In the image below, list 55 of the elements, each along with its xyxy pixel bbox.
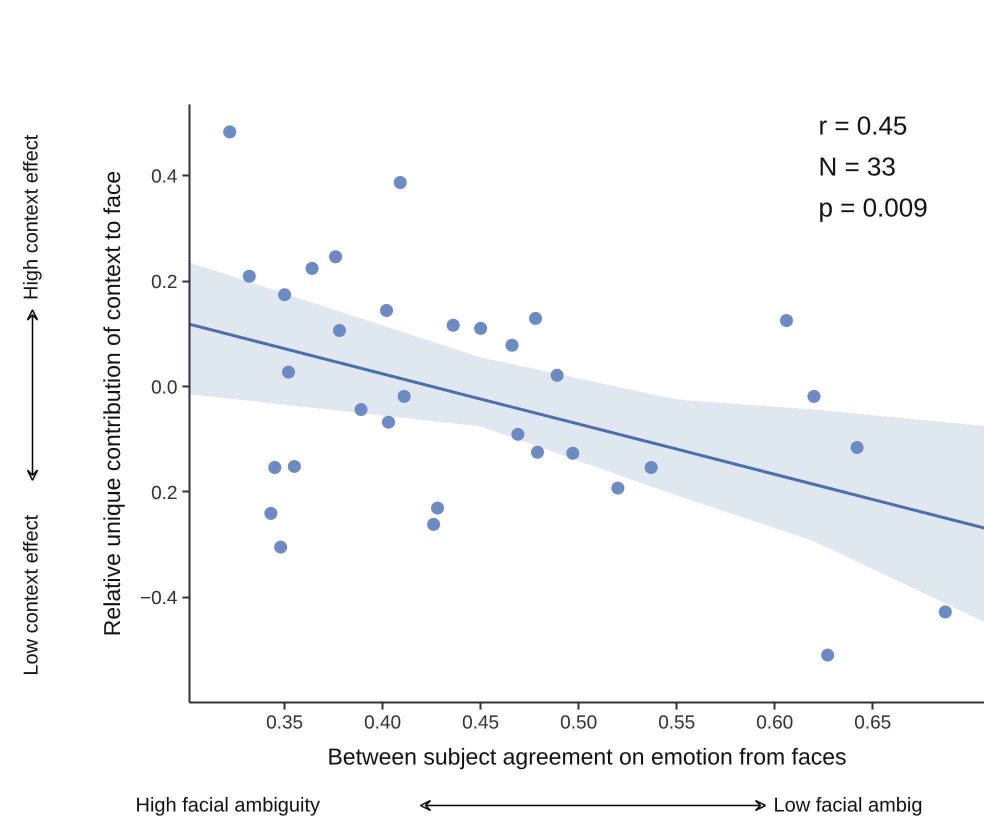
x-tick-label: 0.40 (364, 712, 402, 734)
x-tick-label: 0.45 (462, 712, 500, 734)
point (282, 366, 296, 379)
y-tick-label: 0.0 (151, 377, 178, 398)
point (566, 446, 580, 460)
point (506, 338, 519, 352)
point (306, 262, 319, 275)
text: Low facial ambig (774, 794, 922, 816)
point (288, 460, 301, 473)
point (780, 314, 793, 328)
point (530, 446, 544, 459)
point (264, 506, 278, 520)
point (938, 605, 952, 618)
point (611, 482, 624, 495)
text: High facial ambiguity (136, 794, 320, 816)
point (242, 270, 256, 283)
y-tick-label: −0.4 (140, 588, 178, 610)
point (550, 368, 564, 382)
x-tick-label: 0.65 (854, 712, 892, 734)
point (644, 461, 658, 474)
x-tick-label: 0.50 (560, 712, 598, 734)
point (431, 502, 444, 515)
text: High context effect (20, 134, 42, 300)
point (268, 461, 282, 474)
y-tick-label: 0.4 (151, 166, 178, 188)
point (474, 322, 488, 335)
y-tick-label: 0.2 (151, 482, 178, 504)
point (354, 403, 368, 416)
y-axis-title: Relative unique contribution of context to face (98, 170, 125, 636)
x-tick-label: 0.55 (658, 712, 696, 734)
point (380, 304, 394, 317)
point (427, 518, 440, 531)
point (821, 648, 834, 662)
annotation: r = 0.45 (818, 110, 908, 140)
annotation: N = 33 (818, 152, 896, 182)
point (223, 125, 236, 138)
point (511, 428, 524, 441)
point (446, 318, 460, 332)
point (529, 312, 542, 325)
point (807, 390, 820, 403)
x-tick-label: 0.35 (266, 712, 304, 734)
text: Low context effect (20, 514, 42, 676)
x-axis-title: Between subject agreement on emotion from faces (327, 744, 847, 770)
y-tick-label: 0.2 (151, 272, 178, 293)
line-series (190, 322, 984, 530)
point (850, 441, 864, 454)
annotation: p = 0.009 (818, 192, 928, 222)
x-tick-label: 0.60 (756, 712, 794, 734)
point (394, 176, 407, 189)
point (274, 540, 288, 554)
point (278, 288, 292, 302)
point (332, 324, 346, 338)
point (382, 416, 395, 429)
point (398, 390, 411, 403)
point (329, 250, 342, 264)
